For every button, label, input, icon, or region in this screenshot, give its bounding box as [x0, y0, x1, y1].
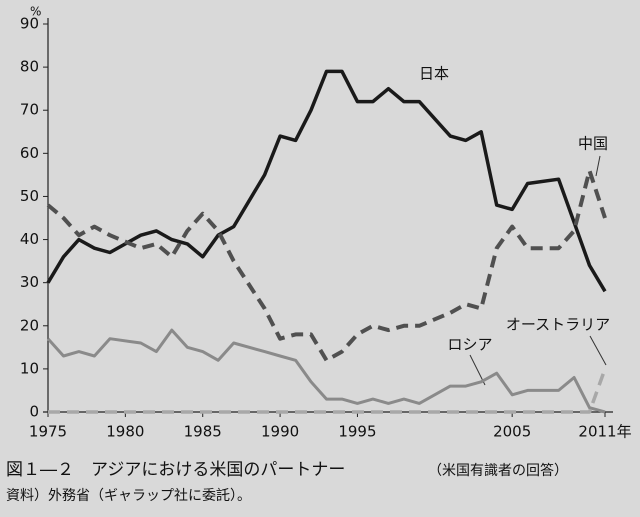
leader-line [595, 155, 601, 177]
chart-subtitle: （米国有識者の回答） [428, 462, 568, 479]
series-line [48, 368, 607, 414]
series-label: オーストラリア [506, 316, 610, 334]
y-tick-label: 0 [29, 403, 39, 421]
series-line [46, 69, 607, 293]
y-tick-label: 40 [20, 230, 39, 248]
y-tick-label: 30 [20, 273, 39, 291]
y-tick-label: 50 [20, 187, 39, 205]
y-unit: % [30, 5, 41, 19]
x-tick-label: 1980 [106, 423, 144, 441]
x-tick-label: 2011年 [578, 423, 631, 441]
x-tick-label: 1975 [29, 423, 67, 441]
x-tick-label: 1990 [261, 423, 299, 441]
y-tick-label: 80 [20, 58, 39, 76]
y-tick-label: 90 [20, 15, 39, 33]
y-tick-label: 60 [20, 144, 39, 162]
series-label: 中国 [578, 135, 608, 153]
series-line [46, 168, 607, 363]
series-line [46, 328, 606, 414]
y-tick-label: 20 [20, 316, 39, 334]
chart-title: 図１―２ アジアにおける米国のパートナー [6, 460, 345, 480]
series-label: ロシア [447, 336, 492, 354]
x-tick-label: 1995 [338, 423, 376, 441]
x-tick-label: 1985 [184, 423, 222, 441]
series-label: 日本 [419, 65, 449, 83]
leader-line [589, 335, 607, 366]
y-tick-label: 10 [20, 359, 39, 377]
y-tick-label: 70 [20, 101, 39, 119]
x-tick-label: 2005 [493, 423, 531, 441]
chart-source: 資料）外務省（ギャラップ社に委託）。 [6, 488, 251, 504]
